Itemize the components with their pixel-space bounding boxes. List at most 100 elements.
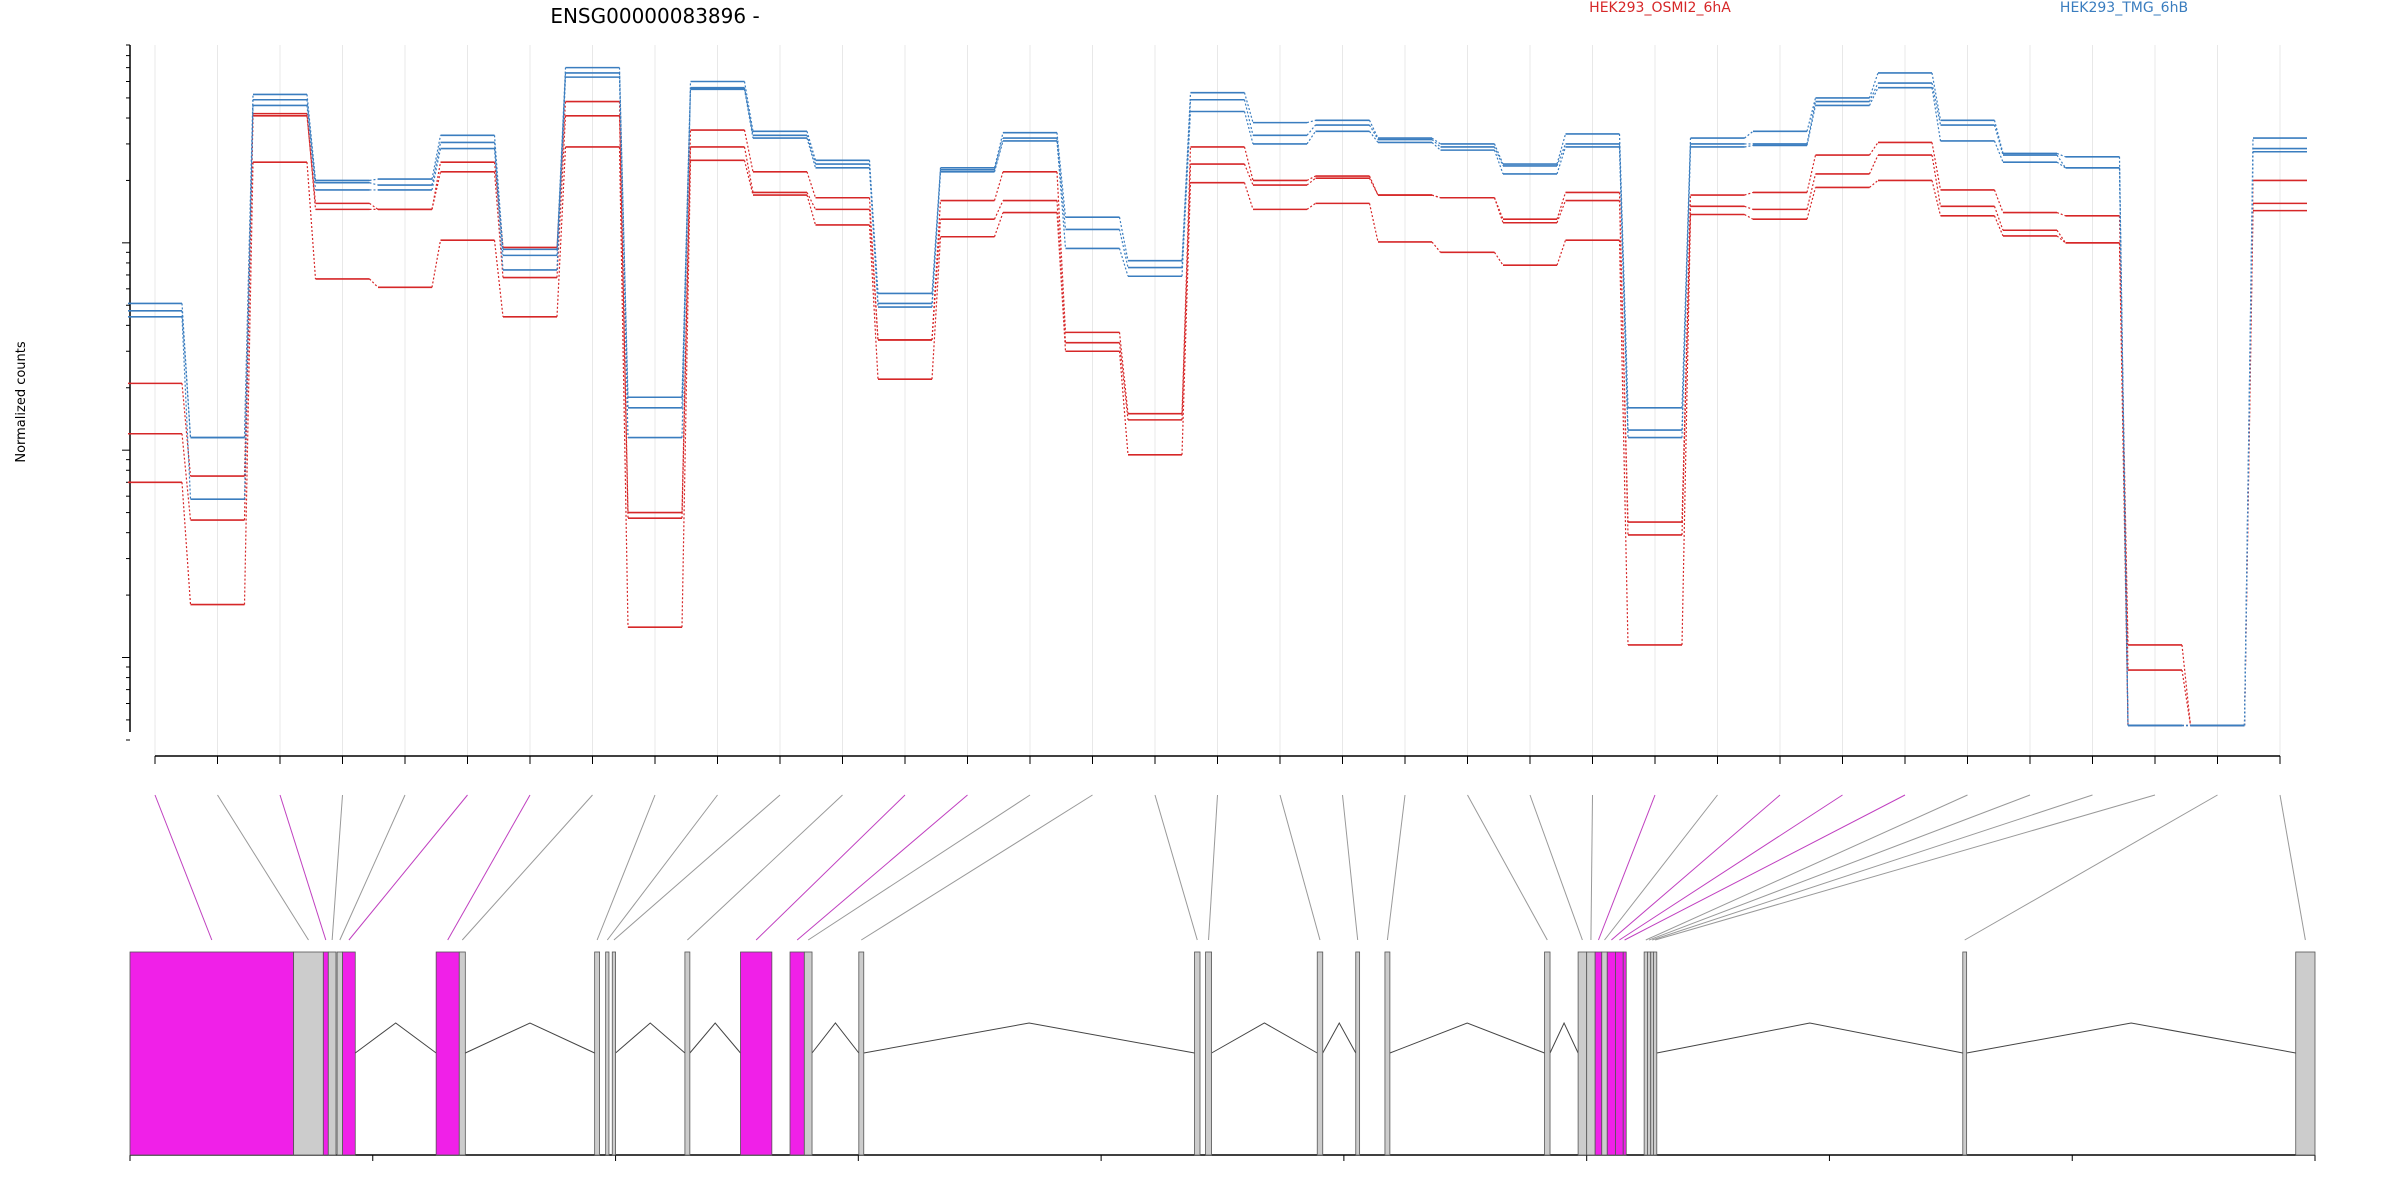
connector-e028 [1619,794,1843,941]
exon-box-e009 [594,951,601,1156]
exon-box-e003 [322,951,329,1156]
series-connector [181,482,192,605]
series-connector [1118,332,1129,414]
intron-line [1656,1022,1963,1054]
legend-entry-tmg: HEK293_TMG_6hB [2060,0,2188,16]
series-connector [1056,138,1067,230]
connector-e006 [348,794,468,941]
series-connector [743,89,754,139]
series-connector [806,131,817,161]
series-connector [806,171,817,198]
series-connector [431,148,442,191]
exon-box-e010 [605,951,610,1156]
series-connector [431,135,442,180]
series-connector [1931,87,1942,142]
series-connector [1243,111,1254,145]
exon-box-e035 [2295,951,2316,1156]
series-connector [743,87,754,136]
gene-model [129,951,2316,1161]
series-connector [806,135,817,165]
series-6-tmg [128,76,2307,727]
series-connector [806,137,817,169]
series-connector [369,202,379,210]
series-connector [1993,206,2004,231]
series-connector [1869,142,1879,156]
intron-line [615,1022,686,1054]
series-connector [556,146,567,317]
intron-line [1389,1022,1545,1054]
connector-e019 [1279,794,1321,941]
series-connector [2181,669,2192,726]
exon-box-e030 [1643,951,1648,1156]
series-connector [618,115,629,519]
series-connector [1056,171,1067,333]
exon-box-e031 [1647,951,1652,1156]
series-connector [1118,248,1129,277]
connector-e003 [279,794,327,941]
series-connector [1306,177,1316,186]
series-connector [306,94,317,181]
series-connector [1181,163,1192,420]
series-connector [2056,161,2066,169]
exon-box-e022 [1544,951,1551,1156]
series-connector [1181,111,1192,277]
series-connector [743,81,754,132]
exon-box-e034 [1962,951,1968,1156]
intron-line [1549,1021,1579,1054]
series-connector [2056,152,2066,158]
series-connector [2056,154,2066,169]
intron-line [689,1022,741,1054]
connector-e034 [1964,794,2218,941]
connector-e031 [1648,794,2031,941]
series-connector [1556,192,1567,220]
series-connector [556,72,567,256]
series-connector [868,209,879,341]
connector-e029 [1624,794,1906,941]
exon-box-e025 [1594,951,1603,1156]
series-connector [1618,240,1629,645]
series-connector [1744,191,1754,196]
connector-e011 [613,794,781,941]
series-connector [1181,146,1192,414]
series-connector [1306,202,1316,210]
series-connector [2056,235,2066,244]
connector-e008 [461,794,593,941]
connector-e001 [154,794,213,941]
exon-box-e007 [435,951,460,1156]
exon-box-e011 [611,951,616,1156]
series-connector [993,171,1004,201]
series-connector [743,129,754,172]
exon-box-e004 [327,951,337,1156]
series-connector [1181,92,1192,261]
series-connector [1368,120,1379,139]
exon-box-e024 [1586,951,1596,1156]
series-connector [493,171,504,278]
series-connector [1806,101,1817,145]
series-connector [369,278,379,288]
series-connector [181,433,192,521]
series-connector [1806,187,1817,220]
series-connector [1056,140,1067,249]
series-connector [1493,251,1504,266]
connector-e018 [1208,794,1218,941]
series-connector [493,148,504,270]
series-connector [2181,644,2192,726]
series-connector [493,142,504,256]
series-connector [1806,105,1817,146]
connector-e023 [1529,794,1583,941]
connector-e010 [606,794,718,941]
series-connector [1431,194,1441,199]
connector-e033 [1655,794,2156,941]
exon-box-e018 [1205,951,1212,1156]
intron-line [811,1022,860,1054]
series-connector [681,160,692,628]
series-connector [1931,82,1942,126]
series-connector [1931,180,1942,216]
series-connector [306,115,317,204]
exon-box-e012 [684,951,691,1156]
connector-e017 [1154,794,1198,941]
series-connector [743,160,754,196]
connector-e016 [861,794,1093,941]
series-connector [1368,124,1379,140]
